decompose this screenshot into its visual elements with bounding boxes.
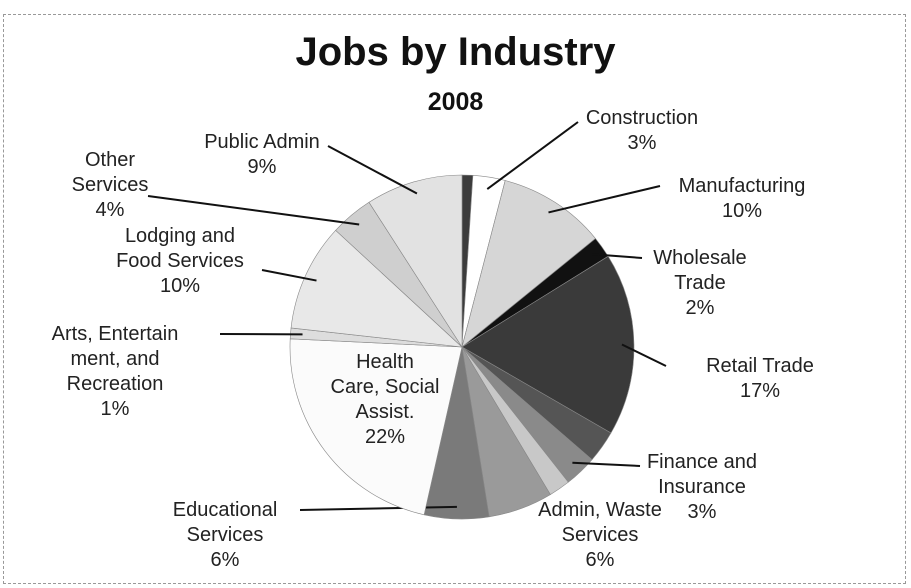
slice-label: Other Services 4% — [60, 148, 160, 223]
leader-line — [572, 461, 641, 467]
leader-line — [147, 195, 360, 226]
chart-title: Jobs by Industry — [295, 30, 616, 74]
pie-slice — [290, 229, 463, 348]
value-label: 9% — [247, 156, 277, 178]
value-label: 6% — [585, 549, 615, 571]
value-label: 17% — [739, 380, 781, 402]
slice-label: Finance and Insurance 3% — [632, 450, 772, 525]
pie-slice — [289, 338, 463, 516]
slice-label: Construction 3% — [562, 106, 722, 156]
category-label: Construction — [585, 107, 699, 129]
chart-subtitle: 2008 — [427, 88, 484, 116]
value-label: 6% — [210, 549, 240, 571]
pie-slice — [461, 180, 596, 348]
category-label: Wholesale Trade — [653, 247, 747, 294]
leader-line — [621, 343, 667, 367]
category-label: Arts, Entertain ment, and Recreation — [51, 323, 179, 395]
value-label: 10% — [159, 275, 201, 297]
slice-label: Retail Trade 17% — [685, 354, 835, 404]
category-label: Health Care, Social Assist. — [330, 351, 440, 423]
value-label: 3% — [627, 132, 657, 154]
category-label: Finance and Insurance — [646, 451, 758, 498]
pie-slice — [368, 174, 463, 349]
value-label: 2% — [685, 297, 715, 319]
slice-label: Manufacturing 10% — [662, 174, 822, 224]
leader-line — [299, 505, 457, 511]
value-label: 4% — [95, 199, 125, 221]
category-label: Other Services — [71, 149, 149, 196]
leader-line — [592, 253, 643, 259]
value-label: 10% — [721, 200, 763, 222]
leader-line — [261, 269, 317, 282]
slice-label: Lodging and Food Services 10% — [100, 224, 260, 299]
slice-label: Wholesale Trade 2% — [645, 246, 755, 321]
category-label: Manufacturing — [678, 175, 806, 197]
slice-label: Admin, Waste Services 6% — [525, 498, 675, 573]
leader-line — [486, 121, 579, 190]
leader-line — [327, 145, 418, 195]
slice-label: Public Admin 9% — [187, 130, 337, 180]
slice-label: Arts, Entertain ment, and Recreation 1% — [45, 322, 185, 422]
leader-line — [548, 185, 661, 214]
category-label: Lodging and Food Services — [116, 225, 244, 272]
pie-slice — [461, 255, 635, 434]
value-label: 3% — [687, 501, 717, 523]
category-label: Retail Trade — [706, 355, 814, 377]
slice-label: Educational Services 6% — [150, 498, 300, 573]
category-label: Educational Services — [172, 499, 278, 546]
category-label: Admin, Waste Services — [538, 499, 662, 546]
value-label: 22% — [364, 426, 406, 448]
category-label: Public Admin — [204, 131, 320, 153]
chart-frame — [3, 14, 906, 584]
slice-label: Health Care, Social Assist. 22% — [330, 350, 440, 450]
value-label: 1% — [100, 398, 130, 420]
